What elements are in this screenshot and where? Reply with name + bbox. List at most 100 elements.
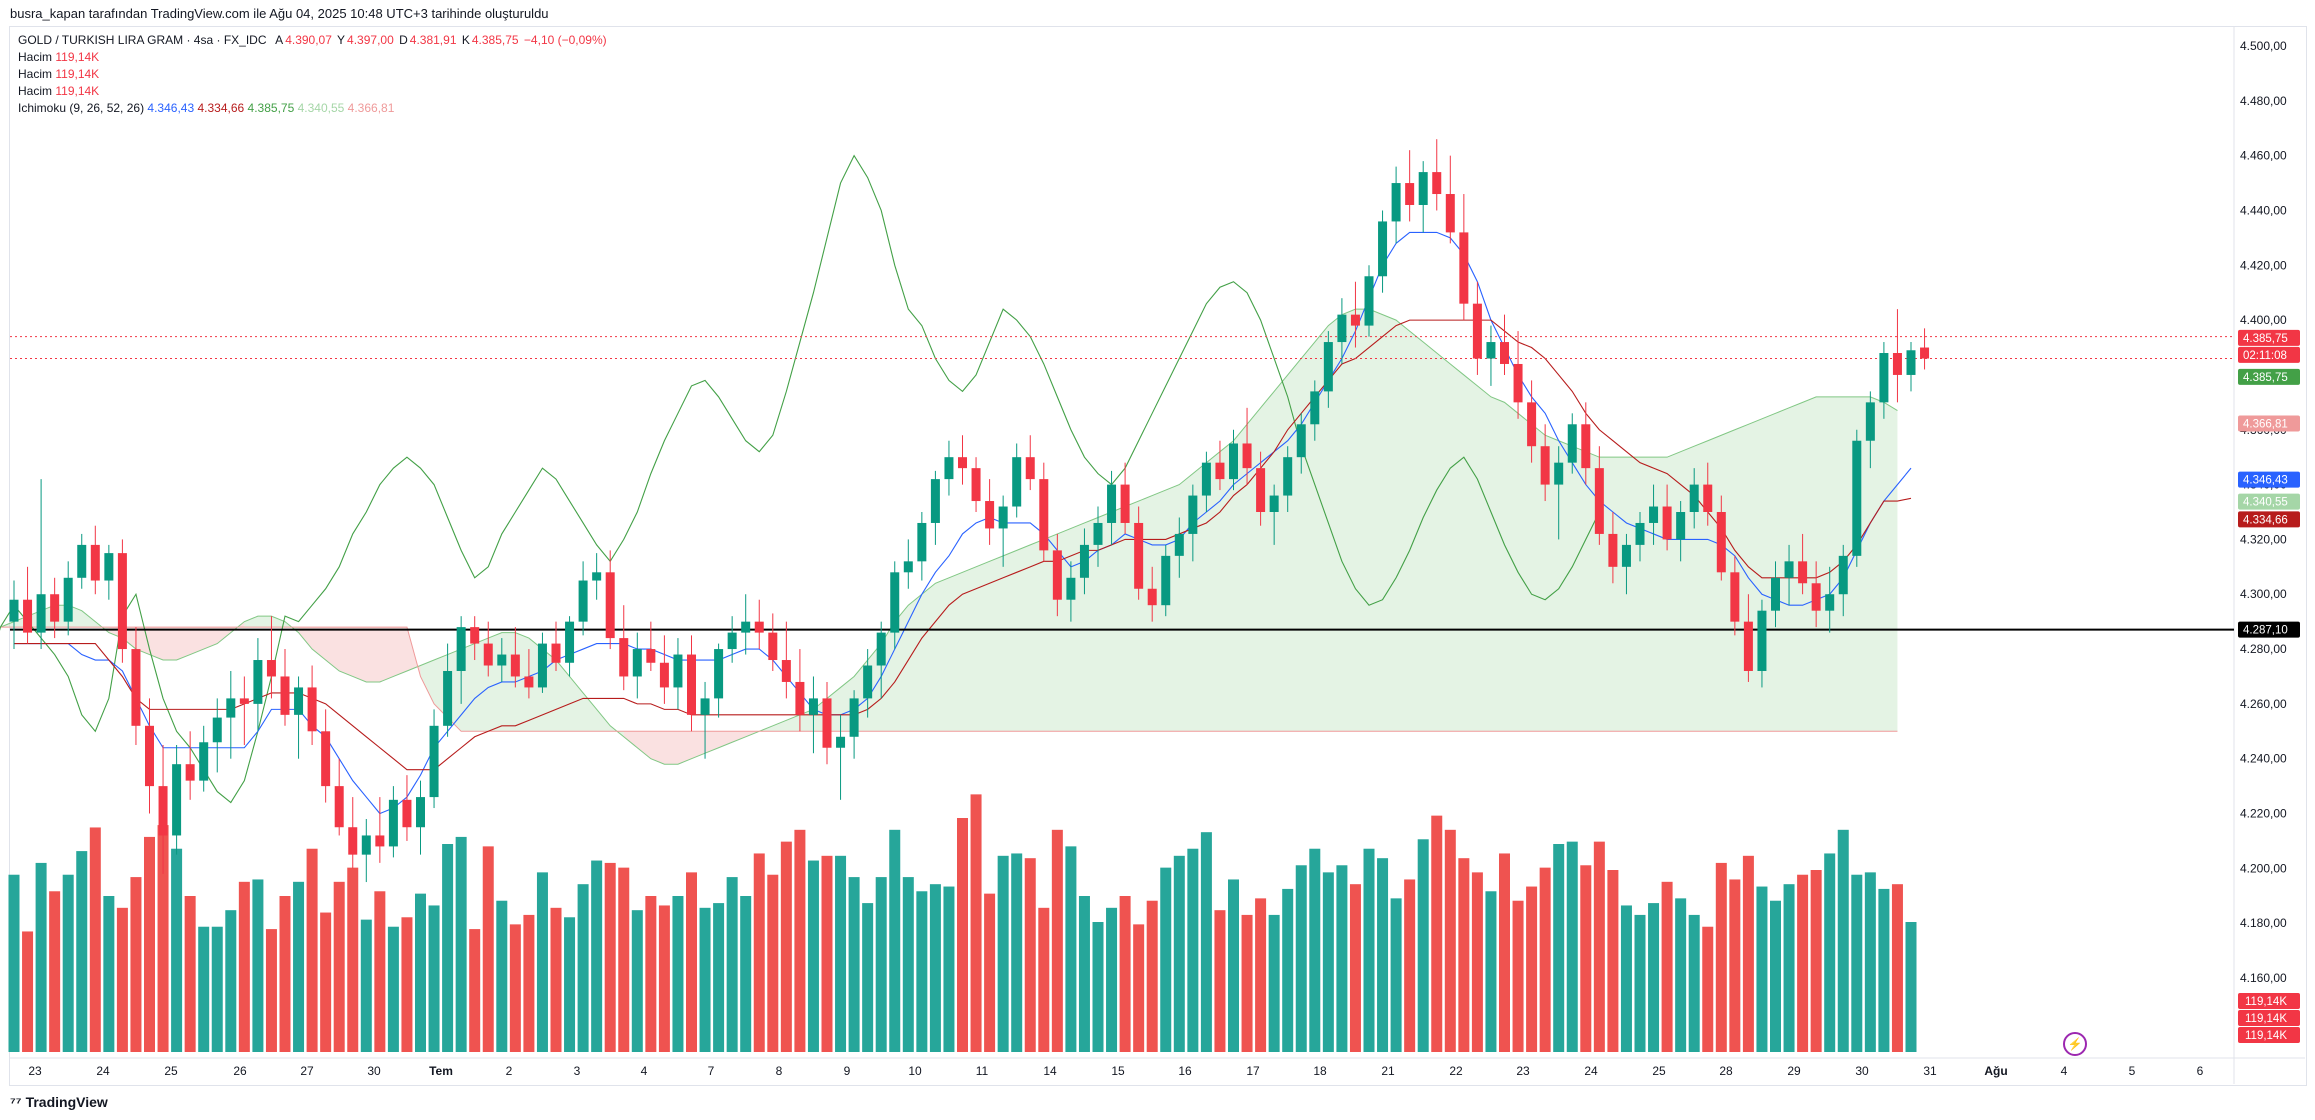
volume-label-box bbox=[2238, 993, 2300, 1009]
volume-bar bbox=[672, 896, 684, 1052]
volume-label: Hacim bbox=[18, 84, 53, 98]
price-tick-label: 4.200,00 bbox=[2240, 861, 2287, 875]
time-tick-label: 17 bbox=[1246, 1064, 1260, 1078]
time-tick-label: 4 bbox=[641, 1064, 648, 1078]
low-label: D bbox=[399, 33, 408, 47]
volume-bar bbox=[1661, 881, 1673, 1052]
volume-bar bbox=[1173, 855, 1185, 1052]
candle-body bbox=[795, 681, 805, 715]
candle-body bbox=[307, 687, 317, 732]
candle-body bbox=[1527, 402, 1537, 447]
volume-bar bbox=[1200, 832, 1212, 1052]
time-tick-label: 28 bbox=[1719, 1064, 1733, 1078]
time-tick-label: 7 bbox=[708, 1064, 715, 1078]
candle-body bbox=[1350, 314, 1360, 326]
volume-bar bbox=[1851, 874, 1863, 1052]
tradingview-logo[interactable]: ⁷⁷ TradingView bbox=[10, 1094, 108, 1110]
candle-body bbox=[849, 698, 859, 737]
volume-bar bbox=[116, 907, 128, 1052]
volume-bar bbox=[645, 896, 657, 1052]
volume-bar bbox=[428, 905, 440, 1052]
candle-body bbox=[1716, 512, 1726, 573]
time-tick-label: 18 bbox=[1313, 1064, 1327, 1078]
volume-label-box bbox=[2238, 1027, 2300, 1043]
price-label-box bbox=[2238, 415, 2300, 432]
candle-body bbox=[1445, 194, 1455, 233]
volume-label-text: 119,14K bbox=[2245, 996, 2287, 1008]
candle-body bbox=[1892, 353, 1902, 375]
price-label-text: 4.385,75 bbox=[2243, 372, 2288, 384]
volume-bar bbox=[848, 877, 860, 1052]
candle-body bbox=[632, 649, 642, 677]
candle-body bbox=[903, 561, 913, 573]
candle-body bbox=[36, 594, 46, 633]
candle-body bbox=[1662, 506, 1672, 540]
candle-body bbox=[1025, 457, 1035, 480]
candle-body bbox=[1838, 555, 1848, 595]
volume-bar bbox=[1770, 900, 1781, 1052]
time-tick-label: 16 bbox=[1178, 1064, 1192, 1078]
candle-body bbox=[348, 827, 358, 855]
candle-body bbox=[1608, 533, 1618, 567]
time-tick-label: 4 bbox=[2061, 1064, 2068, 1078]
volume-bar bbox=[753, 853, 765, 1052]
volume-row[interactable]: Hacim 119,14K bbox=[18, 83, 609, 100]
volume-bar bbox=[76, 851, 88, 1052]
candle-body bbox=[714, 649, 724, 699]
volume-bar bbox=[415, 893, 426, 1052]
candle-body bbox=[334, 786, 344, 828]
volume-bar bbox=[1634, 914, 1646, 1052]
candle-body bbox=[1798, 561, 1808, 584]
volume-bar bbox=[347, 867, 359, 1052]
candle-body bbox=[1079, 544, 1089, 578]
volume-bar bbox=[1566, 841, 1578, 1052]
volume-bar bbox=[279, 896, 291, 1052]
volume-bar bbox=[1214, 910, 1226, 1052]
volume-row[interactable]: Hacim 119,14K bbox=[18, 49, 609, 66]
price-tick-label: 4.320,00 bbox=[2240, 532, 2287, 546]
candle-body bbox=[63, 577, 73, 622]
price-tick-label: 4.420,00 bbox=[2240, 258, 2287, 272]
candle-body bbox=[592, 572, 602, 581]
candle-body bbox=[998, 506, 1008, 529]
volume-value: 119,14K bbox=[55, 67, 100, 81]
candle-body bbox=[1405, 183, 1415, 205]
cloud-bullish bbox=[420, 632, 624, 737]
price-label-box bbox=[2238, 621, 2300, 638]
volume-bar bbox=[957, 818, 968, 1052]
ichimoku-row[interactable]: Ichimoku (9, 26, 52, 26) 4.346,43 4.334,… bbox=[18, 100, 609, 117]
price-tick-label: 4.260,00 bbox=[2240, 697, 2287, 711]
candle-body bbox=[1852, 440, 1862, 556]
volume-bar bbox=[1241, 914, 1253, 1052]
volume-bar bbox=[509, 924, 521, 1052]
price-tick-label: 4.280,00 bbox=[2240, 642, 2287, 656]
volume-bar bbox=[22, 931, 34, 1052]
volume-bar bbox=[1377, 858, 1389, 1052]
volume-row[interactable]: Hacim 119,14K bbox=[18, 66, 609, 83]
legend-symbol-row[interactable]: GOLD / TURKISH LIRA GRAM · 4sa · FX_IDC … bbox=[18, 32, 609, 49]
lightning-icon[interactable]: ⚡ bbox=[2063, 1032, 2087, 1056]
volume-bar bbox=[875, 877, 887, 1052]
time-tick-label: Tem bbox=[429, 1064, 453, 1078]
price-tick-label: 4.300,00 bbox=[2240, 587, 2287, 601]
candle-body bbox=[1201, 462, 1211, 496]
volume-bar bbox=[144, 836, 155, 1052]
volume-bar bbox=[1295, 865, 1307, 1052]
time-tick-label: 29 bbox=[1787, 1064, 1801, 1078]
candle-body bbox=[1364, 276, 1374, 326]
candle-body bbox=[1676, 512, 1686, 540]
volume-bar bbox=[496, 900, 508, 1052]
attribution-text: busra_kapan tarafından TradingView.com i… bbox=[10, 6, 549, 21]
price-tick-label: 4.460,00 bbox=[2240, 149, 2287, 163]
volume-bar bbox=[835, 855, 847, 1052]
volume-bar bbox=[1133, 924, 1145, 1052]
volume-bar bbox=[1471, 872, 1483, 1052]
candle-body bbox=[1513, 363, 1523, 403]
candle-body bbox=[605, 572, 615, 639]
volume-bar bbox=[1336, 865, 1348, 1052]
time-tick-label: 22 bbox=[1449, 1064, 1463, 1078]
volume-value: 119,14K bbox=[55, 84, 100, 98]
volume-value: 119,14K bbox=[55, 50, 100, 64]
candle-body bbox=[50, 594, 60, 622]
